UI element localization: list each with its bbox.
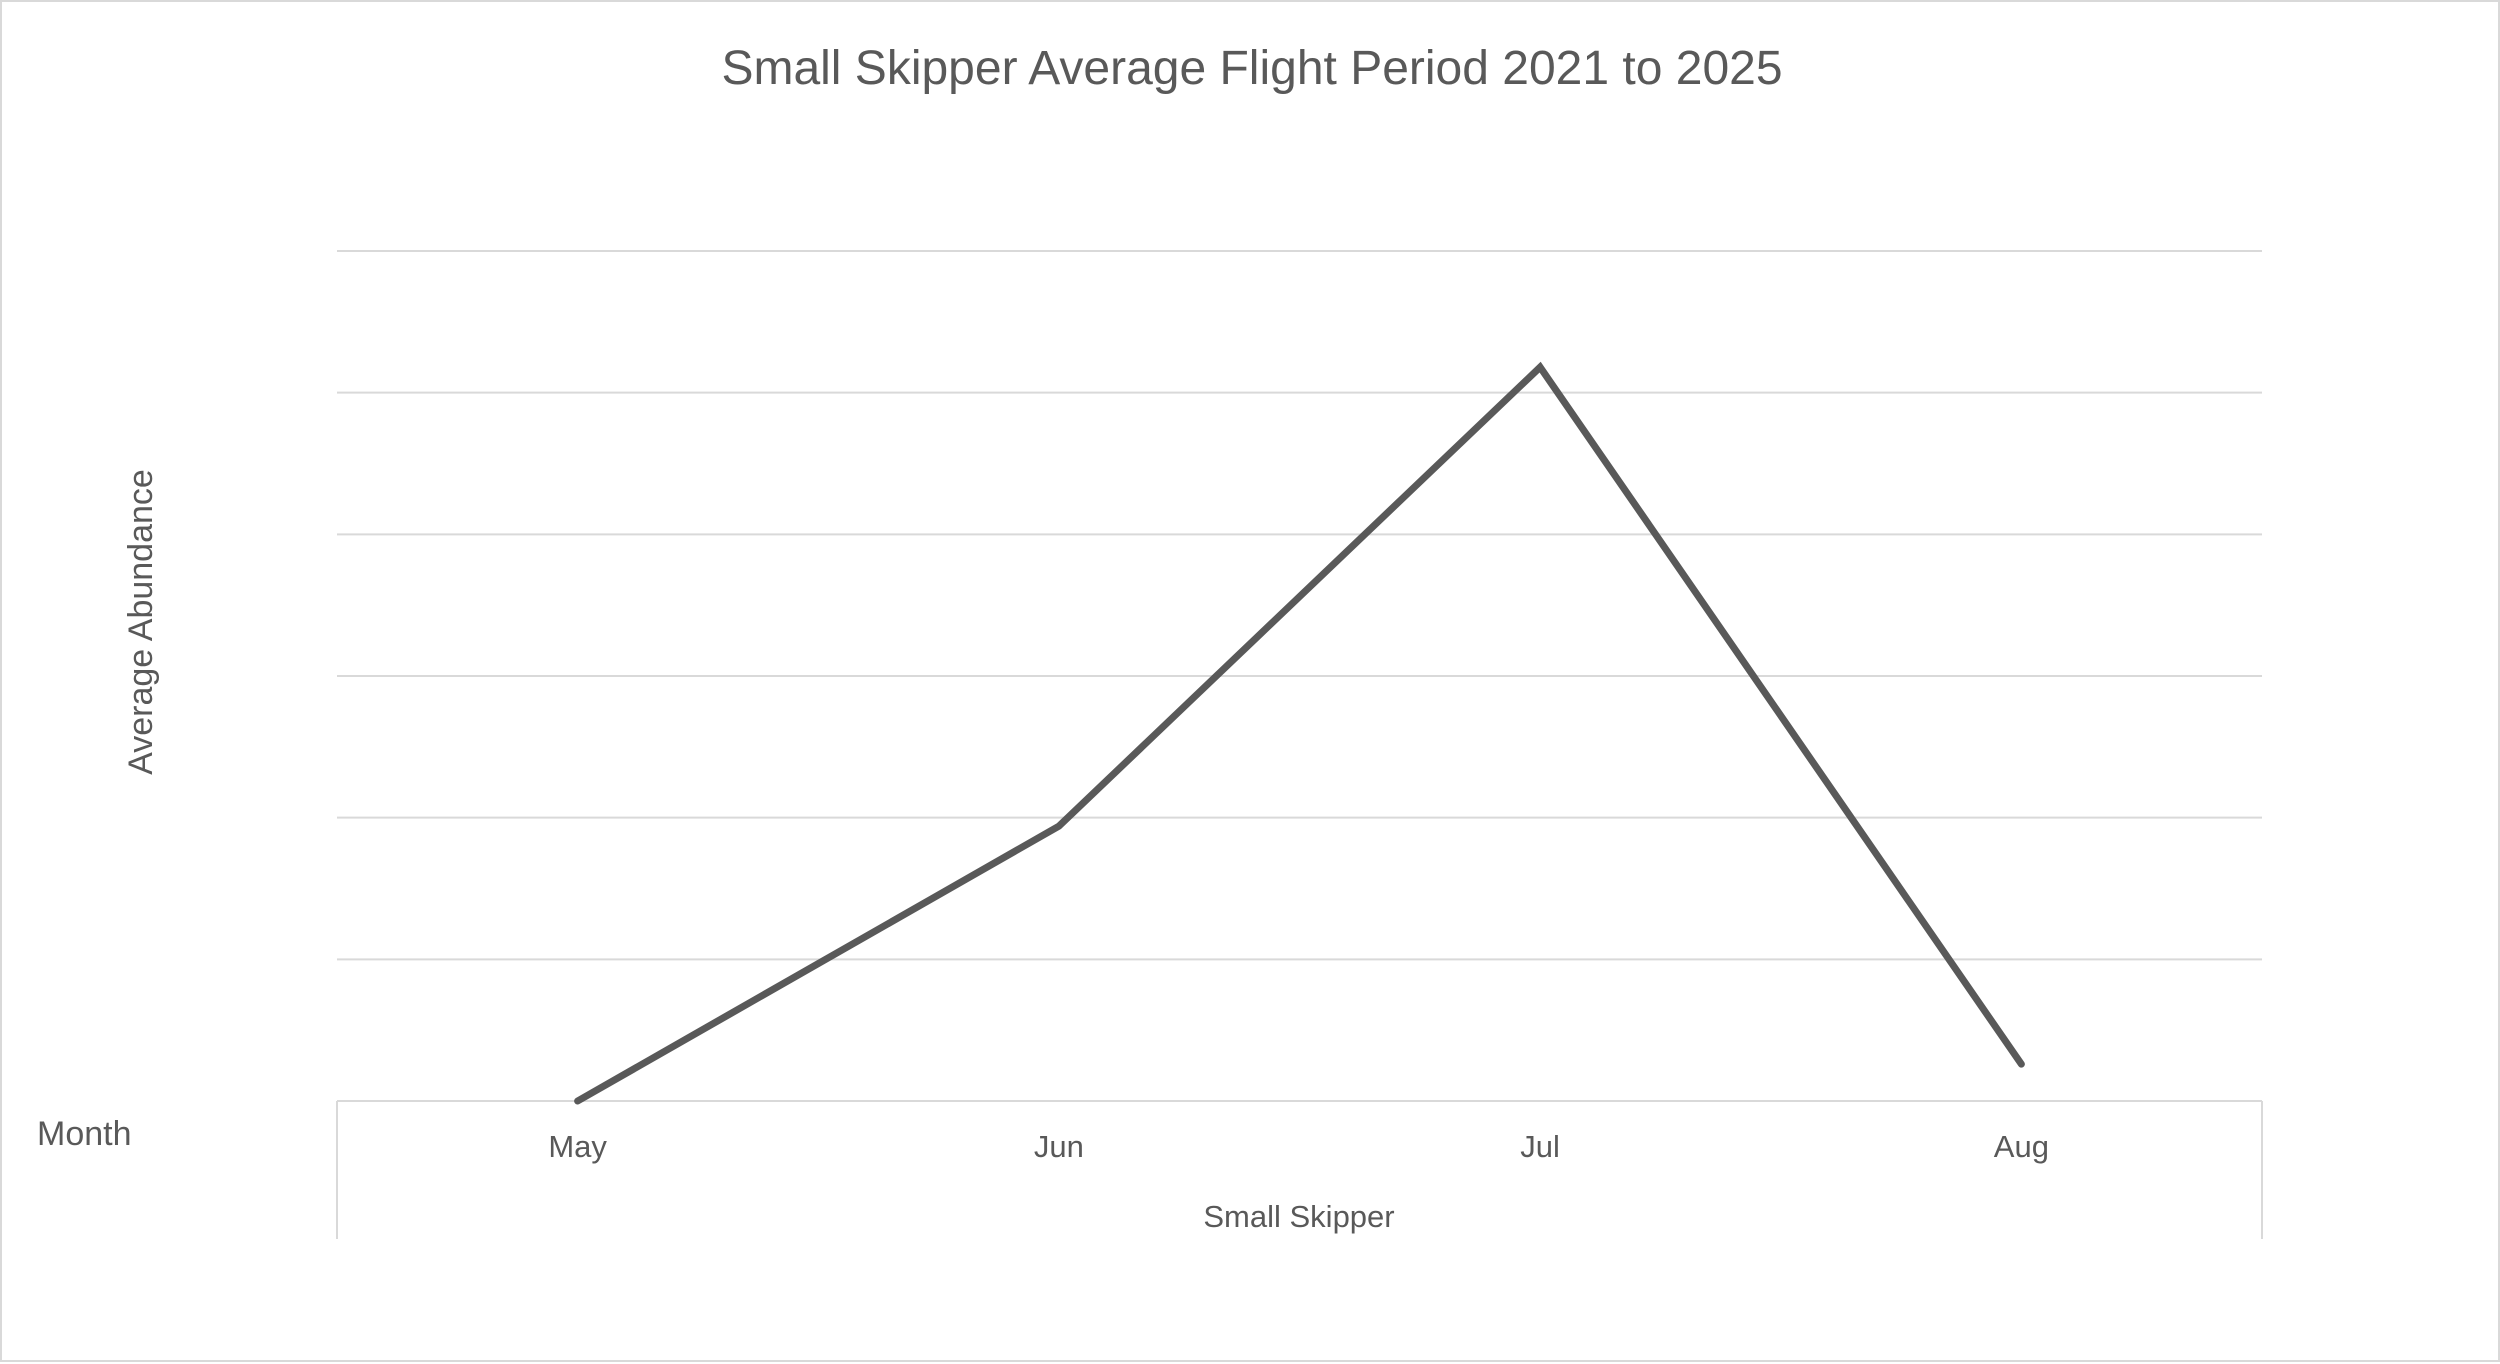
x-tick-label-jul: Jul [1520, 1129, 1560, 1164]
series-layer [578, 367, 2022, 1101]
tick-labels: May Jun Jul Aug [548, 1129, 2049, 1164]
x-tick-label-jun: Jun [1034, 1129, 1084, 1164]
x-tick-label-aug: Aug [1994, 1129, 2049, 1164]
gridlines [337, 251, 2262, 959]
y-axis-title: Average Abundance [122, 469, 160, 775]
chart-title: Small Skipper Average Flight Period 2021… [721, 42, 1782, 95]
x-tick-label-may: May [548, 1129, 607, 1164]
category-group-label: Small Skipper [1203, 1199, 1394, 1234]
x-axis-title: Month [37, 1115, 132, 1153]
series-line-1 [578, 367, 2022, 1101]
